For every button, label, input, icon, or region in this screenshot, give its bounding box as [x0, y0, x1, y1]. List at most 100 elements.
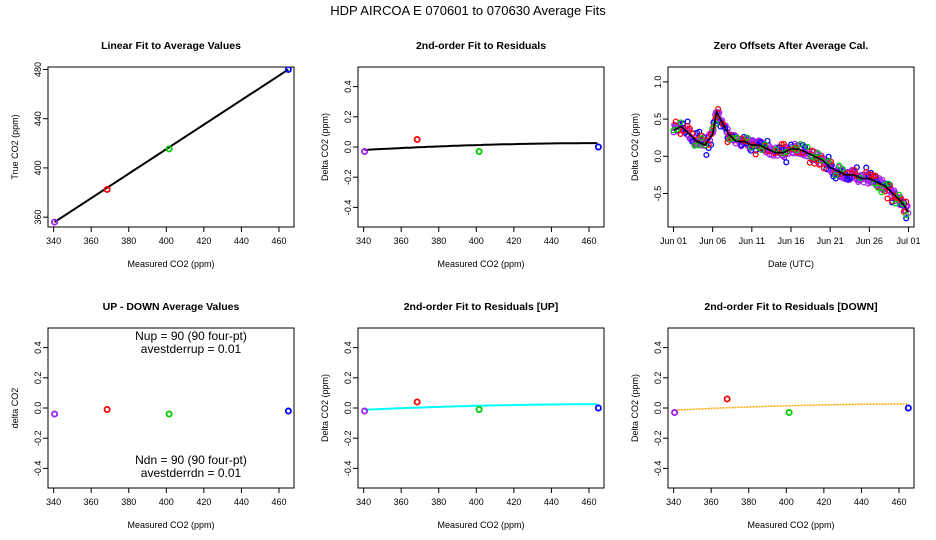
plot-area: [670, 105, 912, 222]
data-point-purple: [51, 218, 59, 226]
y-tick-label: 1.0: [653, 76, 663, 89]
data-point: [839, 165, 846, 172]
fit-curve: [674, 403, 908, 411]
x-tick-label: 440: [234, 497, 249, 507]
data-point: [903, 215, 910, 222]
x-tick-label: 360: [394, 236, 409, 246]
data-point: [744, 134, 751, 141]
y-tick-label: -0.4: [33, 461, 43, 477]
x-tick-label: Jun 26: [856, 236, 883, 246]
x-tick-label: 360: [84, 236, 99, 246]
data-point: [825, 158, 832, 165]
data-point: [878, 189, 885, 196]
y-tick-label: -0.2: [33, 430, 43, 446]
data-point: [797, 141, 804, 148]
y-tick-label: 0.4: [343, 341, 353, 354]
y-tick-label: -0.4: [653, 461, 663, 477]
y-tick-label: 0.0: [343, 402, 353, 415]
x-tick-label: 400: [469, 236, 484, 246]
data-point-green: [475, 406, 483, 414]
x-tick-label: Jun 21: [817, 236, 844, 246]
data-point-blue: [284, 67, 292, 73]
y-tick-label: 400: [33, 160, 43, 175]
data-point-green: [475, 148, 483, 156]
x-tick-label: 340: [46, 497, 61, 507]
panel-title: 2nd-order Fit to Residuals [UP]: [404, 301, 559, 313]
data-point: [884, 195, 891, 202]
data-point: [793, 147, 800, 154]
y-tick-label: 0.4: [653, 341, 663, 354]
y-tick-label: 0.4: [343, 80, 353, 93]
x-tick-label: 380: [431, 497, 446, 507]
x-tick-label: 420: [506, 236, 521, 246]
x-tick-label: Jun 11: [739, 236, 765, 246]
y-tick-label: 0.2: [343, 372, 353, 385]
data-point-purple: [671, 409, 679, 417]
y-tick-label: 0.2: [653, 372, 663, 385]
data-point-red: [723, 395, 731, 403]
y-axis-label: True CO2 (ppm): [10, 114, 20, 179]
x-tick-label: 360: [704, 497, 719, 507]
panel-residuals-down: 2nd-order Fit to Residuals [DOWN] 340 360 3…: [630, 301, 915, 530]
fit-line: [54, 68, 289, 223]
data-point: [730, 135, 737, 142]
y-tick-label: 0.2: [343, 111, 353, 124]
data-point: [677, 119, 684, 126]
panel-title: Linear Fit to Average Values: [101, 40, 241, 52]
data-point: [758, 146, 765, 154]
x-tick-label: 420: [196, 497, 211, 507]
x-tick-label: 420: [196, 236, 211, 246]
data-point: [752, 151, 759, 158]
y-axis-label: Delta CO2 (ppm): [630, 374, 640, 442]
x-tick-label: Jul 01: [897, 236, 921, 246]
plot-area: [361, 135, 602, 156]
x-tick-label: 420: [816, 497, 831, 507]
x-tick-label: 380: [741, 497, 756, 507]
x-tick-label: 460: [581, 497, 596, 507]
data-point-red: [413, 135, 421, 143]
data-point: [874, 184, 882, 191]
data-point: [670, 127, 677, 134]
data-point: [829, 161, 836, 169]
plot-frame: [47, 66, 295, 228]
plot-frame: [357, 66, 605, 228]
y-tick-label: -0.4: [343, 461, 353, 477]
data-point-blue: [284, 407, 292, 415]
y-axis-label: Delta CO2 (ppm): [630, 113, 640, 181]
x-tick-label: 460: [271, 236, 286, 246]
data-point: [686, 125, 693, 132]
y-tick-label: -0.5: [653, 186, 663, 202]
x-tick-label: Jun 01: [660, 236, 687, 246]
annotation-ndn: Ndn = 90 (90 four-pt): [135, 453, 247, 467]
plot-area: [51, 406, 292, 418]
data-point-purple: [51, 410, 59, 418]
panel-residuals-2nd: 2nd-order Fit to Residuals 340 360 380 400 42…: [320, 40, 605, 269]
data-point: [804, 143, 811, 150]
data-point: [832, 172, 839, 179]
data-point-blue: [594, 404, 602, 412]
data-point: [779, 153, 786, 160]
data-point: [691, 142, 698, 149]
data-point: [722, 125, 729, 132]
data-point: [881, 188, 889, 195]
y-tick-label: -0.2: [343, 169, 353, 185]
data-point-green: [785, 409, 793, 417]
y-tick-label: 480: [33, 62, 43, 77]
x-axis-label: Measured CO2 (ppm): [437, 259, 524, 269]
x-tick-label: 400: [469, 497, 484, 507]
data-point: [780, 140, 787, 147]
series-purple: [670, 109, 912, 217]
data-point: [820, 165, 827, 172]
plot-frame: [667, 327, 915, 489]
data-point: [903, 211, 910, 219]
fit-curve: [364, 403, 598, 411]
trend-line: [673, 109, 910, 213]
x-tick-label: 400: [159, 236, 174, 246]
data-point: [896, 191, 903, 198]
x-tick-label: 380: [431, 236, 446, 246]
data-point-red: [103, 185, 111, 193]
data-point: [698, 135, 705, 142]
data-point: [695, 142, 702, 149]
annotation-avestderrdn: avestderrdn = 0.01: [141, 466, 242, 480]
